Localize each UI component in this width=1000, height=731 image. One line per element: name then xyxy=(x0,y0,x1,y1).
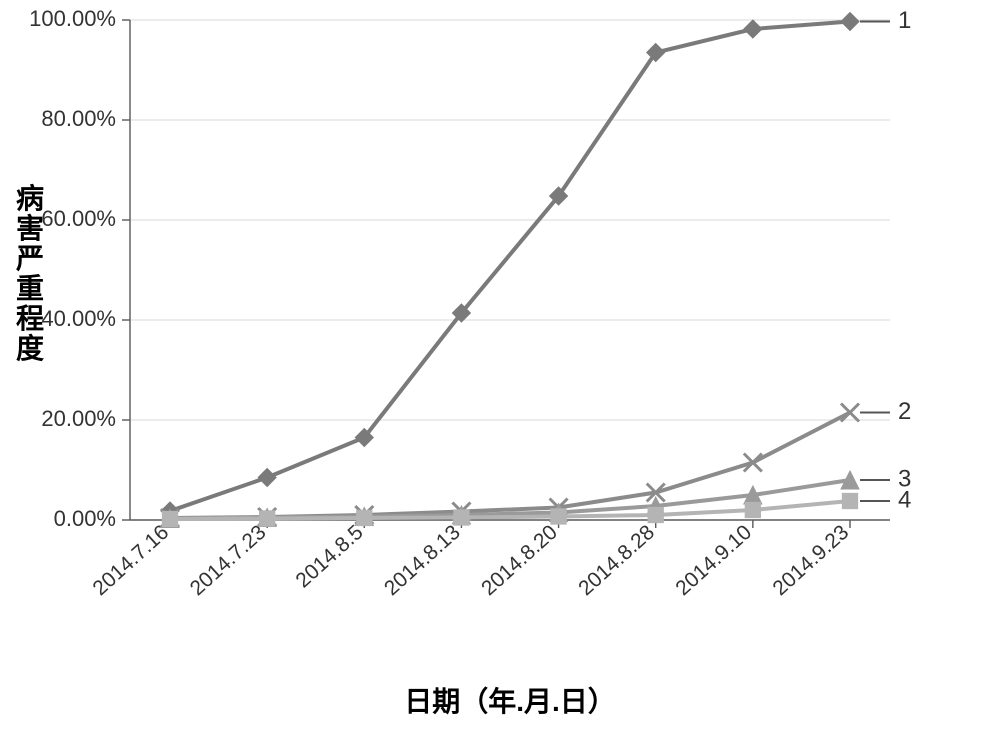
y-axis-label-char: 严 xyxy=(16,243,44,274)
y-tick-label: 100.00% xyxy=(29,6,116,31)
y-tick-label: 40.00% xyxy=(41,306,116,331)
x-axis-label: 日期（年.月.日） xyxy=(404,685,616,717)
y-axis-label-char: 度 xyxy=(16,333,44,364)
y-axis-label-char: 程 xyxy=(16,303,44,334)
y-axis-label-char: 重 xyxy=(16,273,44,304)
chart-container: 0.00%20.00%40.00%60.00%80.00%100.00%2014… xyxy=(0,0,1000,731)
y-tick-label: 20.00% xyxy=(41,406,116,431)
y-axis-label-char: 害 xyxy=(16,212,44,244)
series-end-label: 1 xyxy=(898,7,911,34)
series-end-label: 2 xyxy=(898,398,911,425)
y-tick-label: 0.00% xyxy=(54,506,116,531)
line-chart: 0.00%20.00%40.00%60.00%80.00%100.00%2014… xyxy=(0,0,1000,731)
y-axis-label-char: 病 xyxy=(16,183,44,214)
series-end-label: 4 xyxy=(898,486,911,513)
y-tick-label: 60.00% xyxy=(41,206,116,231)
y-tick-label: 80.00% xyxy=(41,106,116,131)
